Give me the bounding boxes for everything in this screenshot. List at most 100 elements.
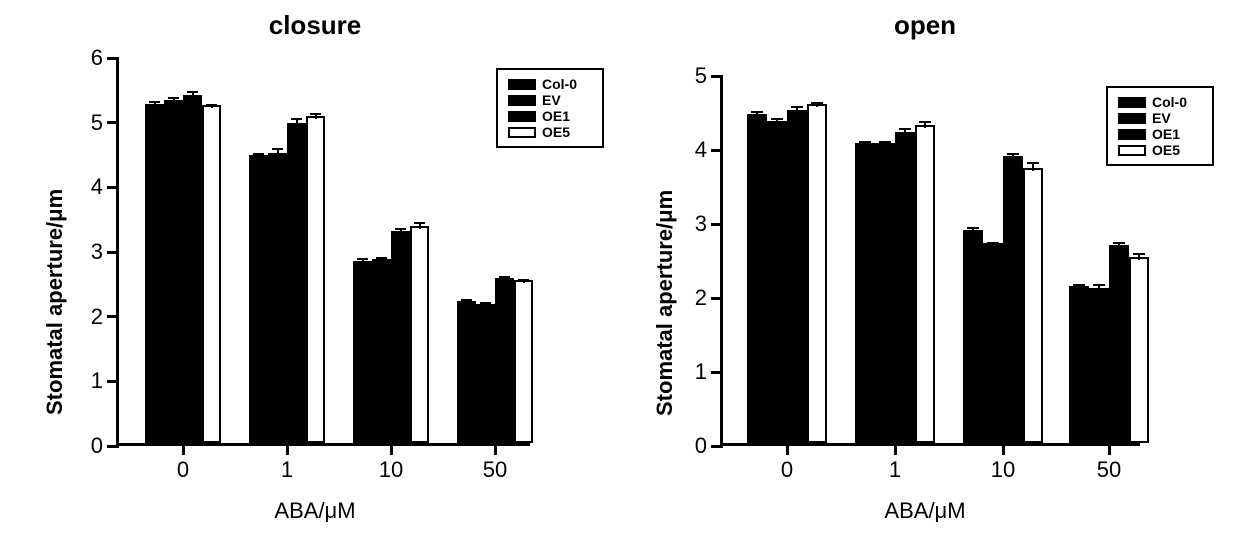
y-tick (711, 297, 723, 300)
legend-item: OE5 (508, 124, 592, 140)
error-cap (168, 97, 179, 99)
x-tick (1002, 443, 1005, 455)
x-tick-label: 10 (991, 457, 1015, 483)
x-tick-label: 0 (781, 457, 793, 483)
bar-ev (1089, 288, 1109, 443)
x-tick (494, 443, 497, 455)
error-cap (518, 279, 529, 281)
error-cap (461, 299, 472, 301)
legend-swatch (508, 127, 536, 138)
y-tick (711, 149, 723, 152)
bar-oe1 (183, 95, 202, 443)
bar-ev (372, 259, 391, 443)
plot-area: 0123456011050 (116, 58, 530, 446)
error-cap (751, 111, 763, 113)
legend-label: OE5 (542, 124, 570, 140)
y-axis-label: Stomatal aperture/μm (652, 190, 678, 416)
x-tick-label: 50 (1097, 457, 1121, 483)
error-cap (357, 258, 368, 260)
error-cap (967, 227, 979, 229)
legend-item: Col-0 (508, 76, 592, 92)
bar-ev (983, 243, 1003, 443)
error-cap (1027, 162, 1039, 164)
error-bar (1032, 163, 1034, 170)
legend: Col-0EVOE1OE5 (1106, 86, 1214, 166)
y-tick-label: 4 (91, 174, 103, 200)
y-tick-label: 0 (695, 433, 707, 459)
error-cap (376, 257, 387, 259)
legend: Col-0EVOE1OE5 (496, 68, 604, 148)
y-tick (107, 186, 119, 189)
bar-oe1 (287, 123, 306, 443)
legend-item: OE5 (1118, 142, 1202, 158)
bar-ev (875, 143, 895, 443)
legend-label: Col-0 (542, 76, 577, 92)
plot-area: 012345011050 (720, 76, 1140, 446)
y-tick-label: 2 (91, 304, 103, 330)
y-tick (107, 121, 119, 124)
error-cap (811, 102, 823, 104)
error-bar (277, 149, 279, 157)
bar-oe1 (495, 278, 514, 443)
y-tick (711, 371, 723, 374)
y-tick (107, 380, 119, 383)
legend-item: OE1 (1118, 126, 1202, 142)
y-tick (107, 445, 119, 448)
y-tick (107, 57, 119, 60)
legend-swatch (1118, 145, 1146, 156)
y-tick-label: 6 (91, 45, 103, 71)
x-tick-label: 1 (889, 457, 901, 483)
bar-oe5 (202, 105, 221, 443)
y-tick-label: 2 (695, 285, 707, 311)
legend-swatch (1118, 129, 1146, 140)
x-axis-label: ABA/μM (630, 498, 1220, 524)
bar-oe1 (1003, 156, 1023, 443)
x-axis-label: ABA/μM (20, 498, 610, 524)
bar-ev (164, 100, 183, 443)
error-cap (1133, 253, 1145, 255)
y-tick-label: 3 (695, 211, 707, 237)
chart-title: open (630, 10, 1220, 41)
x-tick (1108, 443, 1111, 455)
bar-oe5 (410, 226, 429, 443)
y-tick-label: 5 (91, 110, 103, 136)
legend-label: OE1 (1152, 126, 1180, 142)
y-tick-label: 3 (91, 239, 103, 265)
bar-oe1 (895, 132, 915, 443)
x-tick-label: 10 (379, 457, 403, 483)
bar-col-0 (353, 261, 372, 443)
y-tick (711, 445, 723, 448)
page-root: closureStomatal aperture/μmABA/μM0123456… (0, 0, 1240, 539)
x-tick (286, 443, 289, 455)
bar-oe5 (1129, 257, 1149, 443)
bar-col-0 (145, 104, 164, 444)
legend-swatch (1118, 113, 1146, 124)
panel-closure: closureStomatal aperture/μmABA/μM0123456… (20, 10, 610, 530)
legend-label: EV (1152, 110, 1171, 126)
legend-swatch (508, 111, 536, 122)
legend-item: OE1 (508, 108, 592, 124)
y-tick (711, 75, 723, 78)
x-tick (894, 443, 897, 455)
error-cap (395, 228, 406, 230)
y-tick-label: 5 (695, 63, 707, 89)
error-cap (879, 141, 891, 143)
error-cap (310, 113, 321, 115)
error-cap (859, 141, 871, 143)
error-cap (149, 101, 160, 103)
panel-open: open Stomatal aperture/μm ABA/μM 0123450110… (630, 10, 1220, 530)
bar-ev (767, 121, 787, 443)
legend-label: OE1 (542, 108, 570, 124)
bar-oe5 (306, 116, 325, 443)
error-cap (291, 118, 302, 120)
legend-swatch (508, 95, 536, 106)
bar-col-0 (963, 230, 983, 443)
chart-title: closure (20, 10, 610, 41)
x-tick-label: 50 (483, 457, 507, 483)
error-cap (899, 128, 911, 130)
bar-oe1 (1109, 245, 1129, 443)
y-tick (711, 223, 723, 226)
x-tick (390, 443, 393, 455)
legend-label: OE5 (1152, 142, 1180, 158)
x-tick-label: 0 (177, 457, 189, 483)
